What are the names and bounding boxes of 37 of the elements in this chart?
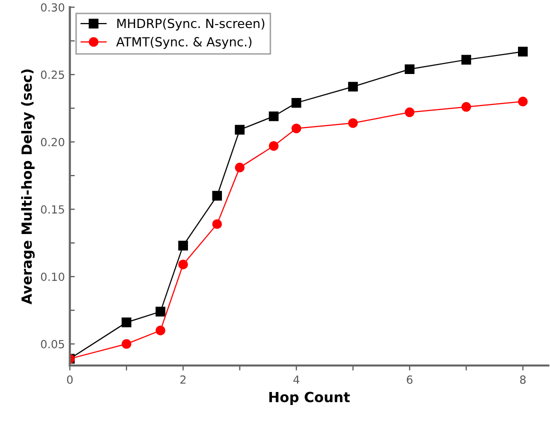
point bbox=[212, 219, 222, 229]
point bbox=[178, 260, 188, 270]
point bbox=[404, 107, 414, 118]
point bbox=[122, 318, 132, 328]
point bbox=[212, 190, 222, 201]
point bbox=[268, 141, 279, 151]
point bbox=[156, 326, 166, 336]
point bbox=[234, 162, 245, 172]
y-tick-label: 0.30 bbox=[40, 3, 64, 12]
y-tick-label: 0.10 bbox=[40, 272, 64, 281]
point bbox=[291, 124, 302, 134]
x-tick-label: 0 bbox=[67, 375, 73, 384]
y-tick-label: 0.25 bbox=[40, 70, 64, 79]
point bbox=[348, 118, 358, 128]
point bbox=[122, 339, 132, 349]
x-axis-title: Hop Count bbox=[269, 392, 350, 405]
y-tick-label: 0.20 bbox=[40, 138, 64, 146]
point bbox=[291, 98, 302, 108]
point bbox=[178, 240, 188, 250]
point bbox=[518, 46, 528, 57]
point bbox=[461, 102, 472, 112]
point bbox=[348, 82, 358, 92]
point bbox=[268, 111, 279, 122]
point bbox=[156, 306, 166, 316]
legend-label: MHDRP(Sync. N-screen) bbox=[117, 18, 264, 31]
x-tick-label: 6 bbox=[406, 375, 412, 384]
legend-label: ATMT(Sync. & Async.) bbox=[116, 36, 252, 49]
point bbox=[518, 96, 528, 106]
point bbox=[461, 54, 472, 65]
y-axis-title: Average Multi-hop Delay (sec) bbox=[21, 69, 35, 304]
point bbox=[234, 124, 245, 135]
x-tick-label: 8 bbox=[520, 375, 526, 384]
point bbox=[404, 64, 414, 74]
x-tick-label: 4 bbox=[293, 376, 300, 384]
x-tick-label: 2 bbox=[180, 375, 186, 384]
y-tick-label: 0.15 bbox=[40, 205, 64, 214]
y-tick-label: 0.05 bbox=[40, 340, 64, 348]
